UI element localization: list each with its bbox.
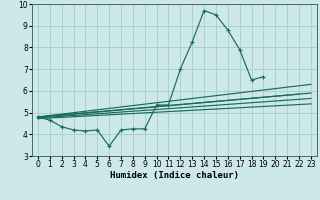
X-axis label: Humidex (Indice chaleur): Humidex (Indice chaleur) [110, 171, 239, 180]
